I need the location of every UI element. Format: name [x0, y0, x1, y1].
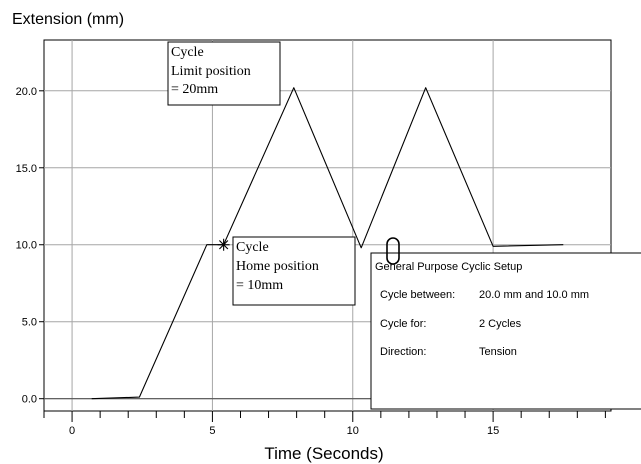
- annotation-home-position: Cycle Home position = 10mm: [232, 236, 356, 306]
- y-tick-label: 20.0: [16, 86, 37, 98]
- setup-panel-title: General Purpose Cyclic Setup: [375, 261, 522, 273]
- setup-row-value: 20.0 mm and 10.0 mm: [479, 289, 589, 301]
- annotation-limit-box: [167, 41, 281, 106]
- marker-stroke: [219, 240, 229, 250]
- annotation-limit-line-2: Limit position: [171, 64, 251, 79]
- annotation-home-line-2: Home position: [236, 259, 319, 274]
- setup-row-value: Tension: [479, 346, 517, 358]
- cyclic-setup-panel: General Purpose Cyclic Setup Cycle betwe…: [370, 237, 641, 410]
- x-tick-label: 0: [69, 425, 75, 437]
- x-tick-label: 15: [487, 425, 499, 437]
- annotation-home-line-3: = 10mm: [236, 278, 283, 293]
- y-axis-title: Extension (mm): [12, 11, 124, 28]
- setup-row-value: 2 Cycles: [479, 318, 522, 330]
- annotation-home-box: [232, 236, 356, 306]
- setup-row-label: Cycle for:: [380, 318, 426, 330]
- x-tick-label: 5: [209, 425, 215, 437]
- y-tick-label: 15.0: [16, 163, 37, 175]
- series-line: [91, 87, 564, 400]
- home-position-marker: [217, 238, 230, 251]
- x-tick-label: 10: [347, 425, 359, 437]
- annotation-limit-line-1: Cycle: [171, 45, 204, 60]
- annotation-home-line-1: Cycle: [236, 240, 269, 255]
- annotation-limit-position: Cycle Limit position = 20mm: [167, 41, 281, 106]
- x-axis-title: Time (Seconds): [264, 444, 383, 463]
- y-tick-label: 5.0: [22, 317, 37, 329]
- y-tick-label: 10.0: [16, 240, 37, 252]
- annotation-limit-line-3: = 20mm: [171, 82, 218, 97]
- panel-connector-handle[interactable]: [386, 237, 400, 265]
- setup-panel-box: [370, 252, 641, 410]
- setup-row-label: Cycle between:: [380, 289, 455, 301]
- setup-row-label: Direction:: [380, 346, 426, 358]
- y-tick-label: 0.0: [22, 394, 37, 406]
